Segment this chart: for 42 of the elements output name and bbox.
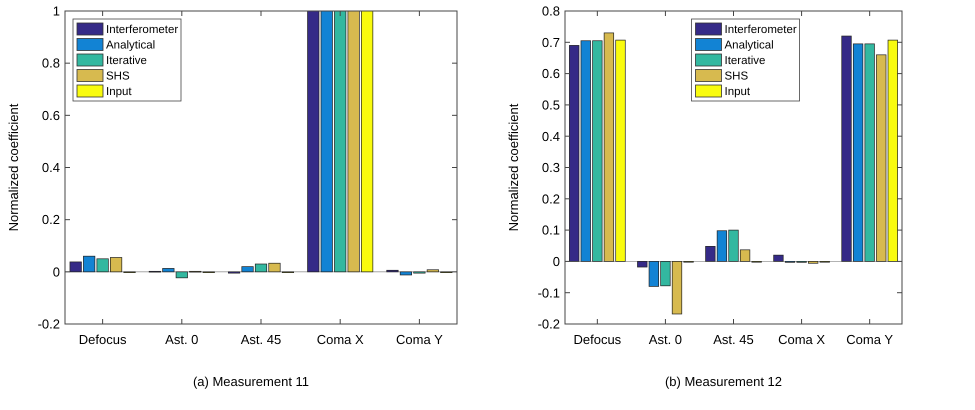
legend-label: Input (724, 86, 751, 98)
y-tick-label: 0.4 (542, 128, 560, 144)
y-axis-title: Normalized coefficient (506, 103, 521, 232)
y-tick-label: 0 (52, 264, 60, 280)
y-tick-label: 0 (552, 254, 560, 269)
legend-label: Interferometer (724, 24, 797, 36)
legend-label: Input (106, 86, 132, 98)
y-tick-label: 0.1 (542, 222, 560, 238)
y-tick-label: 0.5 (542, 97, 560, 112)
y-tick-label: 0.4 (42, 160, 60, 176)
legend-label: SHS (724, 70, 748, 83)
legend-label: Analytical (724, 40, 774, 52)
x-tick-label: Coma X (316, 332, 364, 347)
x-tick-label: Defocus (78, 332, 127, 347)
x-tick-label: Coma Y (846, 332, 894, 347)
y-tick-label: 0.8 (542, 4, 560, 19)
y-tick-label: -0.1 (538, 285, 560, 300)
text: (b) Measurement 12 (664, 374, 782, 389)
x-tick-label: Ast. 0 (165, 332, 198, 347)
y-tick-label: 0.3 (542, 160, 560, 176)
x-tick-label: Coma Y (396, 332, 444, 347)
legend-label: Iterative (106, 55, 147, 68)
x-tick-label: Defocus (573, 332, 622, 347)
y-tick-label: -0.2 (38, 316, 60, 332)
legend-label: Interferometer (106, 24, 178, 36)
y-tick-label: 1 (52, 4, 60, 19)
y-tick-label: 0.6 (542, 66, 560, 82)
x-tick-label: Ast. 45 (240, 332, 282, 347)
legend-label: SHS (106, 70, 130, 83)
legend-label: Iterative (724, 55, 766, 68)
y-tick-label: 0.7 (542, 34, 560, 50)
x-tick-label: Coma X (778, 332, 826, 347)
y-tick-label: 0.8 (42, 56, 60, 71)
y-tick-label: 0.2 (42, 212, 60, 228)
x-tick-label: Ast. 45 (713, 332, 754, 347)
x-tick-label: Ast. 0 (648, 332, 682, 347)
legend-label: Analytical (106, 40, 156, 52)
text: (a) Measurement 11 (192, 374, 310, 389)
y-axis-title: Normalized coefficient (6, 103, 21, 232)
y-tick-label: 0.2 (542, 191, 560, 206)
y-tick-label: 0.6 (42, 108, 60, 123)
y-tick-label: -0.2 (538, 316, 560, 332)
